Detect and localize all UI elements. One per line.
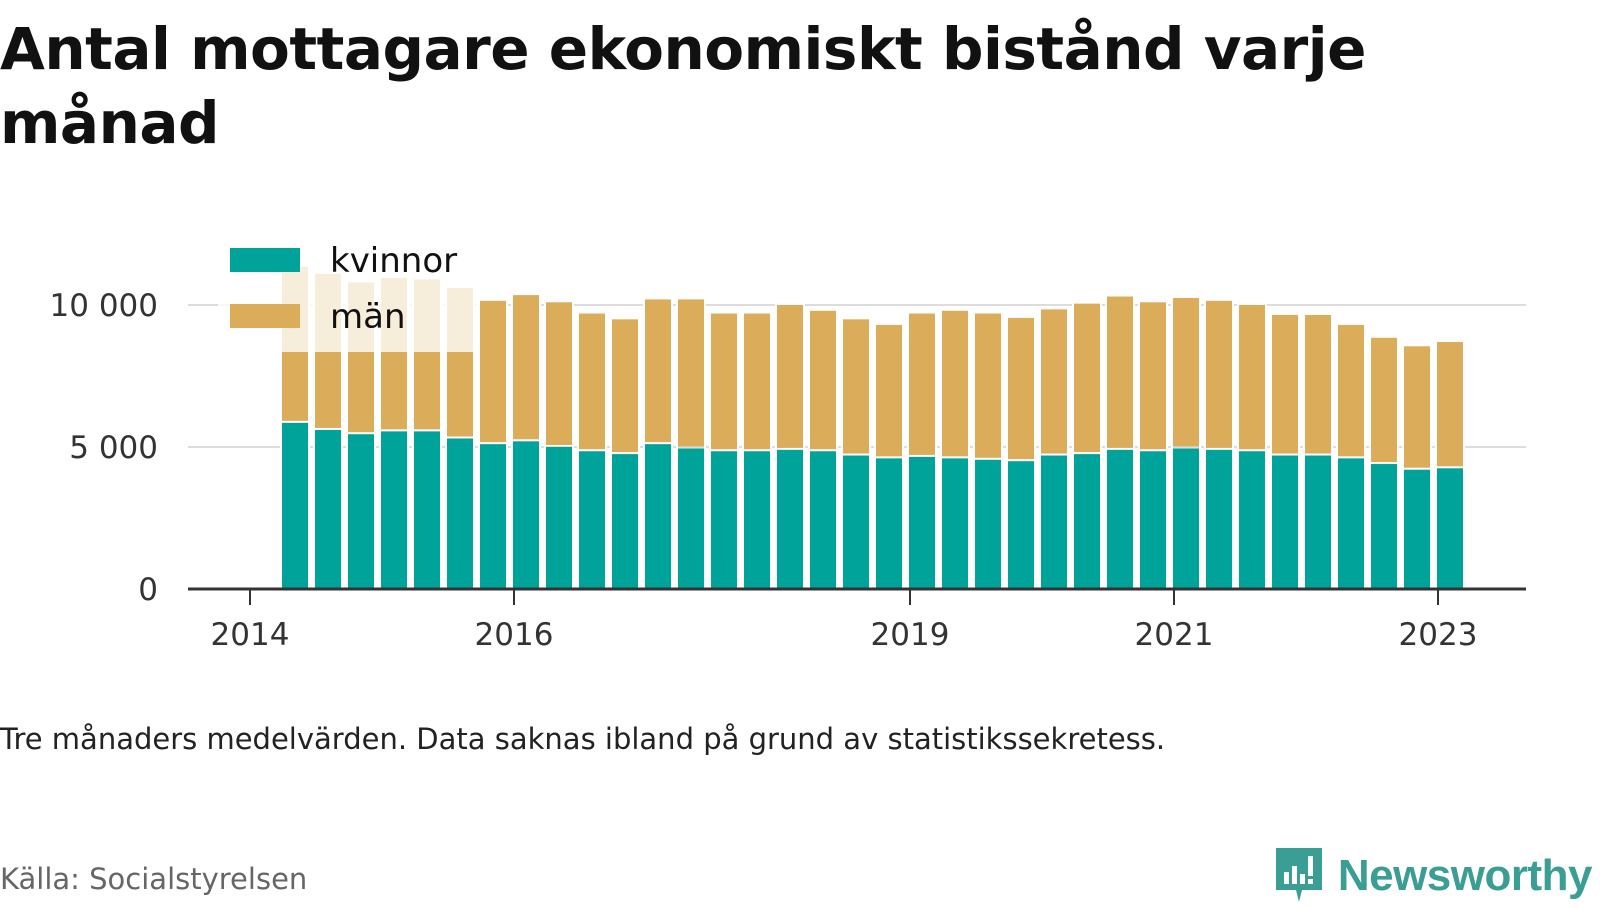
bar-man [1206, 300, 1232, 448]
bar-kvinnor [282, 422, 308, 589]
chart-title: Antal mottagare ekonomiskt bistånd varje… [0, 15, 1367, 157]
bar-man [1107, 296, 1133, 448]
bar-man [612, 319, 638, 453]
bar-kvinnor [1371, 464, 1397, 589]
bar-kvinnor [1305, 455, 1331, 589]
bar-kvinnor [1074, 454, 1100, 589]
bar-kvinnor [1272, 455, 1298, 589]
bar-kvinnor [513, 441, 539, 589]
bar-kvinnor [645, 444, 671, 589]
bar-man [579, 313, 605, 450]
bar-man [480, 300, 506, 443]
bar-kvinnor [975, 459, 1001, 589]
bar-man [876, 324, 902, 457]
stacked-bar-chart: 0 5 000 10 000 kvinnor män 2014 2016 2019 2021… [49, 241, 1526, 653]
bar-kvinnor [1338, 458, 1364, 589]
bar-kvinnor [777, 449, 803, 589]
bar-kvinnor [1041, 455, 1067, 589]
bar-kvinnor [612, 454, 638, 589]
chart-note: Tre månaders medelvärden. Data saknas ib… [0, 722, 1166, 756]
bar-man [711, 313, 737, 450]
bar-man [975, 313, 1001, 458]
bar-man [1041, 309, 1067, 454]
bar-kvinnor [1107, 449, 1133, 589]
x-tick-label: 2016 [475, 617, 554, 653]
chart-source: Källa: Socialstyrelsen [0, 862, 308, 896]
bar-kvinnor [1404, 469, 1430, 589]
bar-kvinnor [909, 456, 935, 589]
y-tick-label: 5 000 [69, 430, 158, 466]
bar-kvinnor [1206, 449, 1232, 589]
bar-man [645, 299, 671, 443]
bar-man [1173, 297, 1199, 447]
legend-label: kvinnor [330, 241, 457, 281]
x-tick-label: 2019 [871, 617, 950, 653]
bar-kvinnor [711, 451, 737, 589]
bar-kvinnor [546, 447, 572, 589]
legend-label: män [330, 297, 406, 337]
bar-kvinnor [1173, 448, 1199, 589]
bar-man [546, 302, 572, 445]
legend-swatch [230, 304, 300, 328]
bar-kvinnor [381, 431, 407, 589]
bar-kvinnor [1437, 468, 1463, 589]
bar-kvinnor [579, 451, 605, 589]
bar-kvinnor [447, 438, 473, 589]
bar-kvinnor [843, 455, 869, 589]
legend: kvinnor män [230, 241, 457, 337]
x-tick-label: 2023 [1399, 617, 1478, 653]
bar-kvinnor [480, 444, 506, 589]
brand-name: Newsworthy [1337, 851, 1593, 900]
bar-man [909, 313, 935, 455]
newsworthy-brand: Newsworthy [1272, 844, 1593, 908]
bar-man [777, 305, 803, 448]
newsworthy-logo-icon [1275, 848, 1322, 902]
bar-kvinnor [315, 429, 341, 589]
bar-man [1074, 303, 1100, 453]
bar-man [1272, 314, 1298, 454]
x-tick-label: 2014 [211, 617, 290, 653]
bar-man [744, 313, 770, 450]
bar-kvinnor [1140, 451, 1166, 589]
bar-kvinnor [942, 458, 968, 589]
legend-swatch [230, 248, 300, 272]
bar-man [1239, 305, 1265, 450]
bar-kvinnor [1239, 451, 1265, 589]
x-axis: 2014 2016 2019 2021 2023 [188, 587, 1526, 653]
bar-man [942, 310, 968, 457]
bar-man [810, 310, 836, 450]
x-tick-label: 2021 [1135, 617, 1214, 653]
y-tick-label: 0 [138, 572, 158, 608]
bar-man [1371, 337, 1397, 463]
bar-man [1008, 317, 1034, 460]
bar-man [1437, 341, 1463, 467]
bar-kvinnor [876, 458, 902, 589]
bar-kvinnor [744, 451, 770, 589]
bar-man [1305, 314, 1331, 454]
bar-kvinnor [1008, 461, 1034, 589]
bar-kvinnor [678, 448, 704, 589]
bar-man [843, 319, 869, 454]
bar-man [1404, 346, 1430, 468]
y-axis-ticks: 0 5 000 10 000 [50, 288, 158, 608]
y-tick-label: 10 000 [50, 288, 158, 324]
bar-kvinnor [414, 431, 440, 589]
bar-kvinnor [810, 451, 836, 589]
bar-man [1338, 324, 1364, 457]
bar-kvinnor [348, 434, 374, 589]
bar-man [1140, 302, 1166, 450]
bar-man [678, 299, 704, 447]
bar-man [513, 295, 539, 440]
